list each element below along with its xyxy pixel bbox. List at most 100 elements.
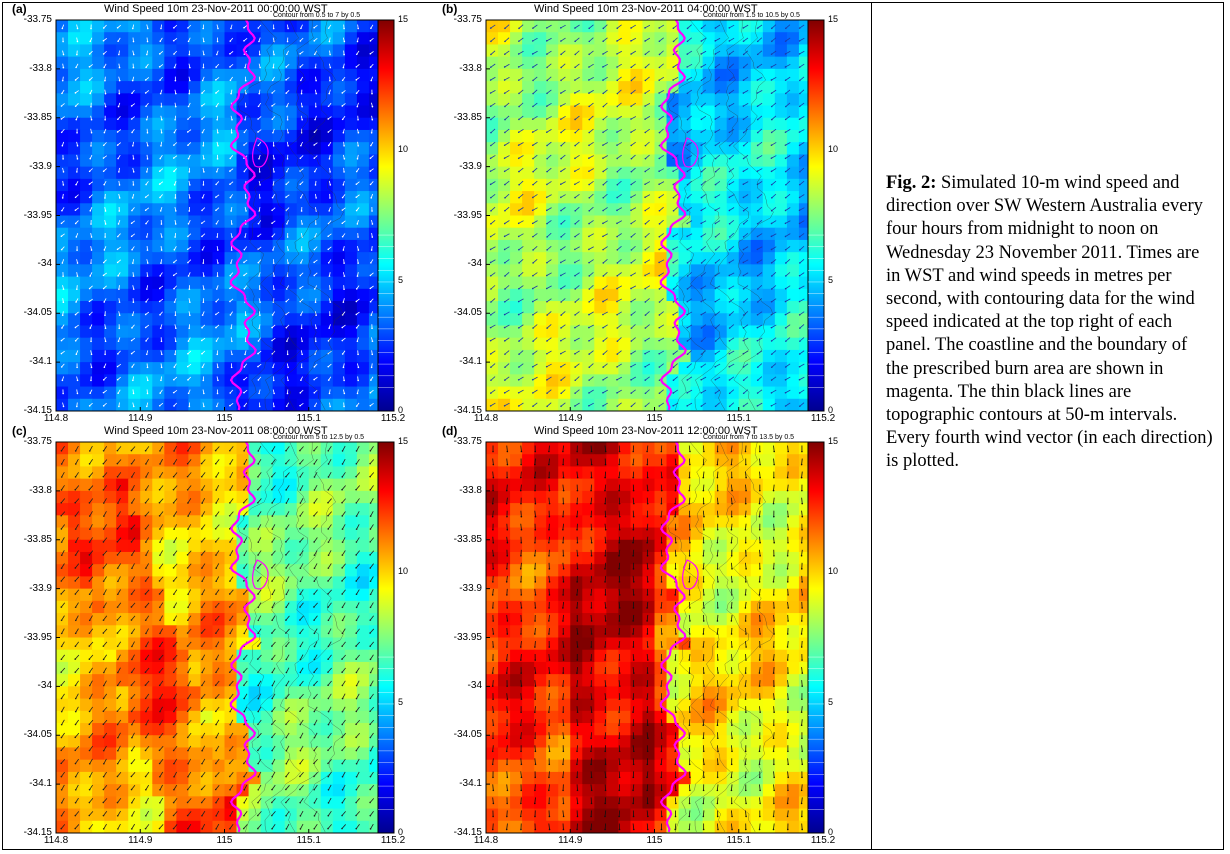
wind-vector-head <box>784 66 787 68</box>
wind-speed-cell <box>642 68 656 82</box>
wind-vector-head <box>215 196 217 198</box>
wind-speed-cell <box>582 142 595 156</box>
wind-vector <box>560 154 566 159</box>
wind-speed-cell <box>762 313 776 327</box>
wind-vector <box>631 232 636 238</box>
wind-speed-cell <box>750 129 764 143</box>
wind-speed-cell <box>678 93 692 107</box>
wind-vector <box>659 311 664 316</box>
wind-speed-cell <box>272 81 286 94</box>
wind-vector-head <box>503 157 506 159</box>
wind-speed-cell <box>534 362 547 375</box>
wind-speed-cell <box>654 32 668 46</box>
wind-vector-head <box>88 313 91 316</box>
wind-vector-head <box>244 118 246 121</box>
wind-vector <box>631 167 636 172</box>
wind-speed-cell <box>714 276 728 290</box>
wind-vector-head <box>728 274 731 277</box>
wind-speed-cell <box>498 325 511 339</box>
wind-speed-cell <box>224 227 238 241</box>
wind-speed-cell <box>738 20 752 33</box>
wind-speed-cell <box>726 362 740 375</box>
wind-vector-head <box>132 144 134 147</box>
wind-vector-head <box>60 339 63 342</box>
wind-vector-head <box>159 40 162 43</box>
wind-speed-cell <box>332 81 346 94</box>
wind-vector-head <box>517 391 520 394</box>
wind-speed-cell <box>546 178 559 192</box>
wind-vector-head <box>75 118 78 121</box>
wind-vector-head <box>76 275 79 277</box>
wind-speed-cell <box>546 362 559 375</box>
wind-vector-head <box>602 53 604 55</box>
wind-speed-cell <box>212 117 226 131</box>
wind-vector <box>799 154 805 159</box>
wind-vector <box>504 206 510 212</box>
wind-speed-cell <box>666 239 680 253</box>
wind-speed-cell <box>762 178 776 192</box>
wind-speed-cell <box>188 252 202 265</box>
wind-speed-cell <box>68 32 81 46</box>
wind-vector-head <box>315 105 317 108</box>
wind-vector <box>644 116 651 120</box>
wind-speed-cell <box>786 44 800 58</box>
wind-vector-head <box>215 340 218 342</box>
wind-speed-cell <box>534 386 547 400</box>
wind-speed-cell <box>486 374 499 388</box>
wind-vector <box>743 63 749 68</box>
wind-speed-cell <box>164 503 177 516</box>
wind-speed-cell <box>80 215 93 229</box>
wind-speed-cell <box>116 105 129 119</box>
wind-vector <box>630 220 636 224</box>
wind-vector-head <box>315 314 317 317</box>
wind-vector-head <box>630 236 633 238</box>
wind-vector-head <box>588 404 590 407</box>
wind-speed-cell <box>260 239 274 253</box>
wind-speed-cell <box>666 215 680 229</box>
wind-vector-head <box>742 261 745 264</box>
wind-speed-cell <box>164 81 177 94</box>
wind-speed-cell <box>522 252 535 265</box>
wind-speed-cell <box>68 105 81 119</box>
wind-vector-head <box>531 144 534 147</box>
wind-speed-cell <box>498 44 511 58</box>
wind-speed-cell <box>272 337 286 351</box>
wind-vector <box>743 311 749 316</box>
wind-speed-cell <box>678 227 692 241</box>
wind-vector-head <box>742 405 745 407</box>
wind-speed-cell <box>332 178 346 192</box>
wind-vector-head <box>518 183 520 186</box>
wind-vector <box>532 180 538 185</box>
panel-contour-note: Contour from 0.5 to 7 by 0.5 <box>273 12 361 19</box>
wind-speed-cell <box>92 515 105 529</box>
wind-vector-head <box>742 248 745 251</box>
wind-vector <box>546 76 552 81</box>
wind-speed-cell <box>296 362 310 375</box>
wind-speed-cell <box>786 288 800 302</box>
wind-vector-head <box>532 196 534 199</box>
y-tick-label: -33.95 <box>453 209 482 221</box>
wind-vector-head <box>574 53 577 56</box>
wind-vector-head <box>700 327 703 329</box>
wind-vector <box>715 272 721 276</box>
wind-speed-cell <box>224 337 238 351</box>
wind-speed-cell <box>260 117 274 131</box>
wind-speed-cell <box>104 442 117 455</box>
wind-vector-head <box>230 27 232 30</box>
wind-vector-head <box>172 39 175 42</box>
wind-speed-cell <box>570 337 583 351</box>
wind-speed-cell <box>618 154 632 168</box>
wind-speed-cell <box>56 490 69 504</box>
wind-vector <box>715 233 721 238</box>
wind-vector <box>518 193 524 199</box>
wind-vector-head <box>784 248 787 251</box>
wind-vector-head <box>201 209 203 212</box>
wind-speed-cell <box>786 166 800 180</box>
wind-speed-cell <box>116 191 129 204</box>
wind-speed-cell <box>642 81 656 94</box>
wind-speed-cell <box>212 264 226 278</box>
wind-speed-cell <box>786 252 800 265</box>
wind-speed-cell <box>654 68 668 82</box>
wind-vector-head <box>784 209 787 212</box>
wind-speed-cell <box>356 374 370 388</box>
